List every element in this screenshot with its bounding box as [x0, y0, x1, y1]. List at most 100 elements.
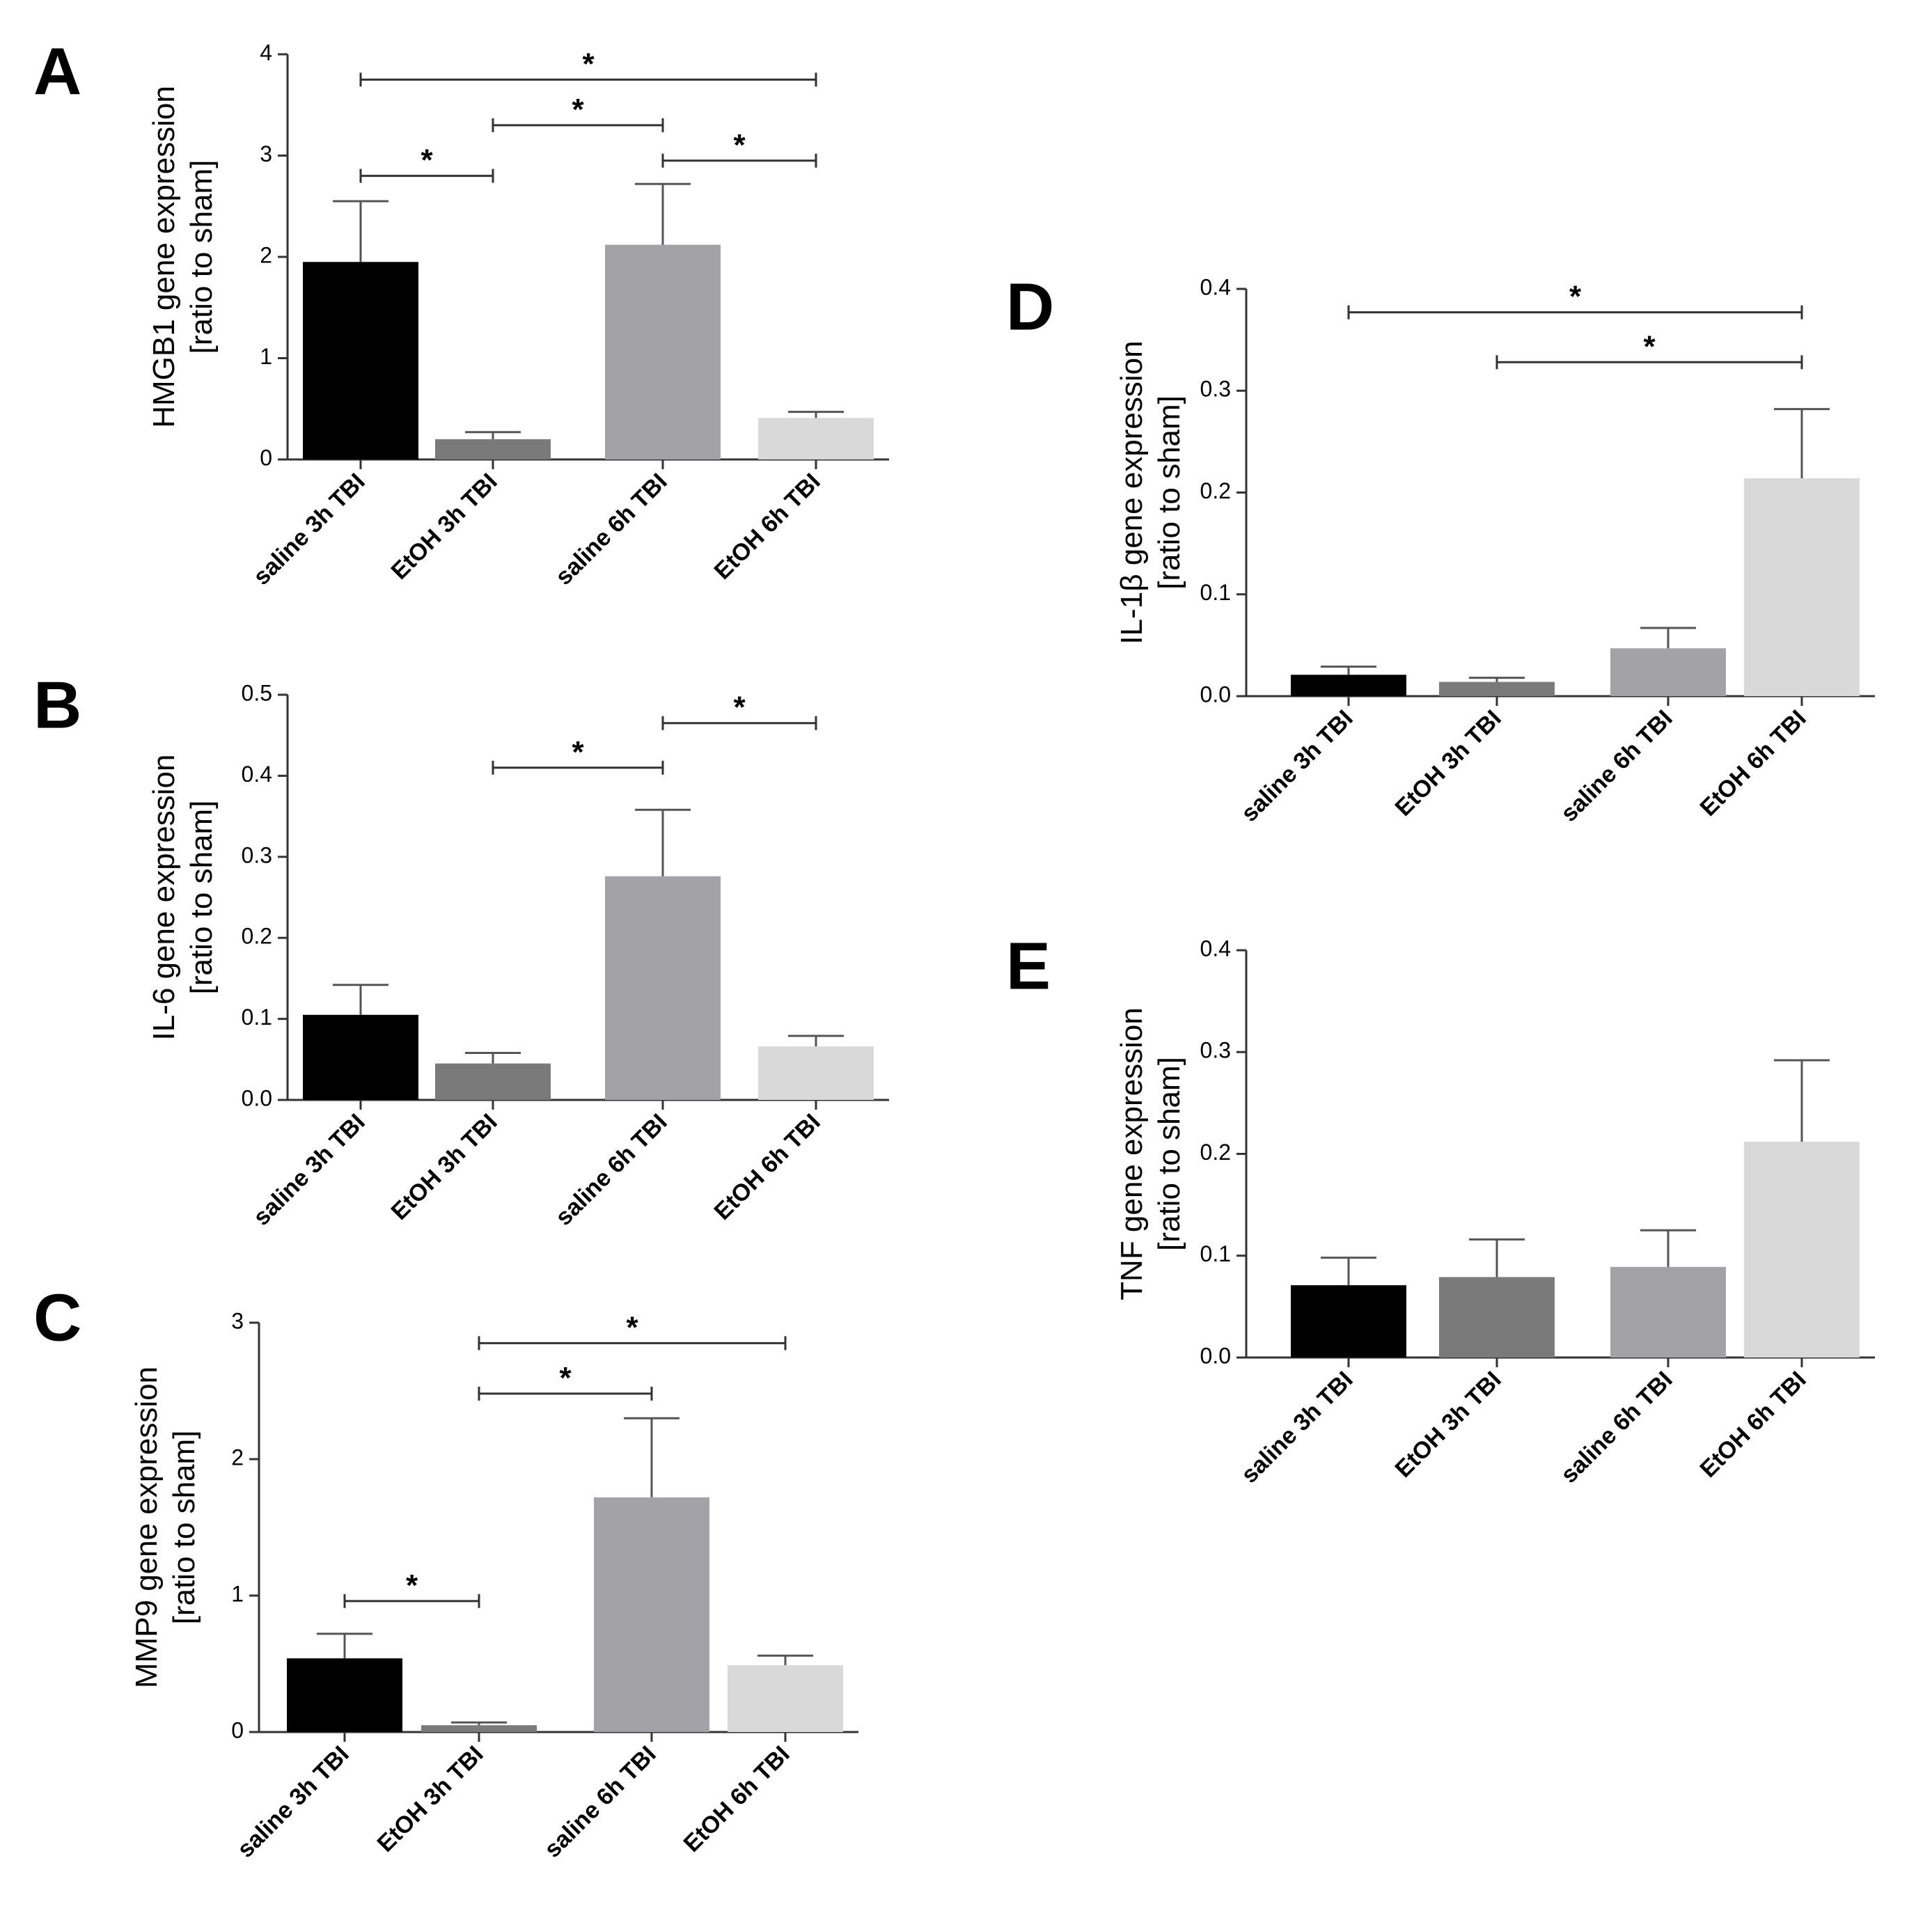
- x-tick-label: EtOH 3h TBI: [1390, 1367, 1507, 1483]
- y-tick-label: 0.3: [1200, 377, 1231, 402]
- bar: [1291, 675, 1406, 696]
- x-tick-label: EtOH 3h TBI: [386, 469, 503, 585]
- y-tick-label: 4: [260, 40, 272, 65]
- y-axis-label-line1: TNF gene expression: [1115, 1007, 1149, 1300]
- x-tick-label: saline 6h TBI: [550, 1109, 672, 1231]
- x-tick-label: saline 3h TBI: [1236, 705, 1358, 827]
- bar: [287, 1658, 402, 1732]
- bar: [1439, 1277, 1555, 1358]
- y-axis-label-line1: IL-6 gene expression: [147, 755, 181, 1041]
- bar: [1291, 1285, 1406, 1358]
- significance-star: *: [582, 47, 595, 81]
- y-tick-label: 0.3: [242, 842, 272, 867]
- bar: [594, 1497, 709, 1732]
- y-tick-label: 0.1: [242, 1005, 272, 1030]
- y-tick-label: 0.0: [1200, 682, 1231, 707]
- x-tick-label: saline 6h TBI: [1555, 705, 1677, 827]
- x-tick-label: saline 3h TBI: [248, 1109, 370, 1231]
- y-tick-label: 0.4: [242, 762, 272, 787]
- bar: [758, 418, 874, 459]
- x-tick-label: EtOH 6h TBI: [1695, 705, 1812, 821]
- y-tick-label: 0.5: [242, 680, 272, 705]
- x-tick-label: EtOH 6h TBI: [1695, 1367, 1812, 1483]
- bar: [1744, 1141, 1860, 1358]
- x-tick-label: saline 6h TBI: [1555, 1367, 1677, 1488]
- significance-star: *: [421, 143, 433, 178]
- panel-e: E 0.0 0.1 0.2 0.3 0.4 TNF gene expression [rati…: [1006, 929, 1875, 1488]
- x-tick-label: saline 6h TBI: [539, 1741, 661, 1863]
- panel-a: A 0 1 2 3 4 HMGB1 gene expression [ratio to sha…: [33, 34, 889, 590]
- x-tick-label: saline 6h TBI: [550, 469, 672, 590]
- y-axis-label-line1: HMGB1 gene expression: [147, 86, 181, 428]
- significance-star: *: [1643, 329, 1656, 363]
- y-tick-label: 0.1: [1200, 1241, 1231, 1266]
- panel-letter: D: [1006, 269, 1054, 344]
- y-axis-label-line1: MMP9 gene expression: [129, 1367, 164, 1688]
- y-axis-label-line2: [ratio to sham]: [1152, 395, 1186, 590]
- y-tick-label: 0.4: [1200, 936, 1231, 961]
- y-tick-label: 0.0: [242, 1085, 272, 1110]
- bar: [605, 876, 721, 1100]
- significance-star: *: [572, 735, 584, 769]
- y-tick-label: 2: [260, 242, 272, 267]
- bar: [758, 1046, 874, 1100]
- significance-star: *: [626, 1310, 638, 1344]
- y-tick-label: 2: [231, 1445, 244, 1470]
- x-tick-label: saline 3h TBI: [1236, 1367, 1358, 1488]
- y-axis-label: TNF gene expression [ratio to sham]: [1115, 1007, 1186, 1300]
- bar: [303, 262, 418, 459]
- y-tick-label: 3: [260, 141, 272, 166]
- y-axis-label: MMP9 gene expression [ratio to sham]: [129, 1367, 201, 1688]
- x-tick-label: saline 3h TBI: [248, 469, 370, 590]
- y-axis-label: HMGB1 gene expression [ratio to sham]: [147, 86, 219, 428]
- bar: [1610, 1266, 1726, 1358]
- significance-star: *: [572, 93, 584, 127]
- x-tick-label: EtOH 3h TBI: [386, 1109, 503, 1225]
- panel-letter: E: [1006, 929, 1051, 1003]
- panel-b: B 0.0 0.1 0.2 0.3 0.4 0.5 IL-6 gene expression[…: [33, 668, 889, 1231]
- y-tick-label: 0.2: [1200, 1140, 1231, 1165]
- y-axis-label-line2: [ratio to sham]: [167, 1431, 201, 1625]
- panel-letter: B: [33, 668, 81, 742]
- panel-letter: A: [33, 34, 81, 109]
- x-tick-label: EtOH 6h TBI: [679, 1741, 795, 1857]
- y-tick-label: 0.2: [242, 924, 272, 949]
- y-axis-label-line2: [ratio to sham]: [184, 160, 219, 354]
- x-tick-label: saline 3h TBI: [232, 1741, 354, 1863]
- y-axis-label: IL-6 gene expression [ratio to sham]: [147, 755, 219, 1041]
- y-tick-label: 0.4: [1200, 274, 1231, 299]
- y-axis-label-line2: [ratio to sham]: [184, 801, 219, 995]
- y-axis-label-line2: [ratio to sham]: [1152, 1057, 1186, 1251]
- panel-d: D 0.0 0.1 0.2 0.3 0.4 IL-1β gene expression [ra…: [1006, 269, 1875, 827]
- x-tick-label: EtOH 6h TBI: [709, 1109, 826, 1225]
- bar: [435, 439, 551, 459]
- x-tick-label: EtOH 6h TBI: [709, 469, 826, 585]
- significance-star: *: [733, 128, 746, 162]
- y-tick-label: 0: [260, 445, 272, 470]
- y-axis-label: IL-1β gene expression [ratio to sham]: [1115, 340, 1186, 644]
- y-tick-label: 0.2: [1200, 478, 1231, 503]
- y-axis-label-line1: IL-1β gene expression: [1115, 340, 1149, 644]
- y-tick-label: 3: [231, 1308, 244, 1333]
- y-tick-label: 0: [231, 1717, 244, 1742]
- bar: [1439, 682, 1555, 696]
- panel-c: C 0 1 2 3 MMP9 gene expression [ratio to sham]…: [33, 1280, 858, 1863]
- y-tick-label: 0.0: [1200, 1343, 1231, 1368]
- bar: [1744, 478, 1860, 696]
- bar: [435, 1063, 551, 1100]
- bar: [303, 1014, 418, 1100]
- significance-star: *: [733, 691, 746, 725]
- panel-letter: C: [33, 1280, 81, 1355]
- bar: [605, 244, 721, 459]
- bar: [421, 1725, 537, 1732]
- x-tick-label: EtOH 3h TBI: [372, 1741, 489, 1857]
- x-tick-label: EtOH 3h TBI: [1390, 705, 1507, 821]
- y-tick-label: 0.3: [1200, 1038, 1231, 1063]
- y-tick-label: 1: [260, 344, 272, 369]
- y-tick-label: 0.1: [1200, 580, 1231, 605]
- significance-star: *: [1569, 280, 1582, 314]
- significance-star: *: [559, 1361, 572, 1395]
- bar: [728, 1665, 843, 1732]
- bar: [1610, 648, 1726, 696]
- y-tick-label: 1: [231, 1581, 244, 1606]
